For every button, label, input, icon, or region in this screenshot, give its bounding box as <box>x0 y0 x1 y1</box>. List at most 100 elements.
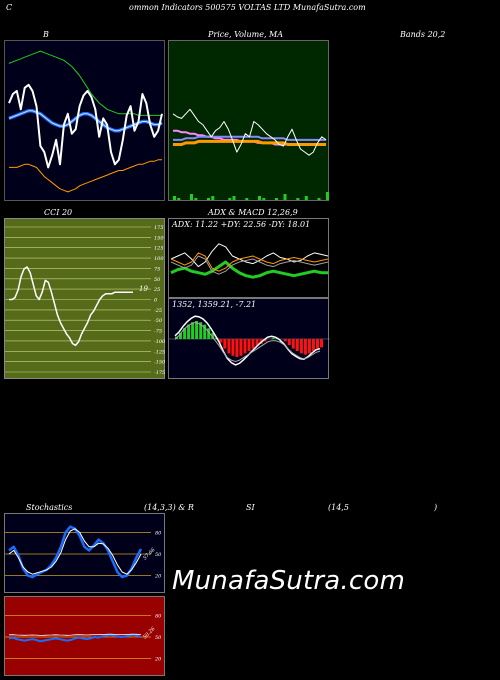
cci-label: CCI 20 <box>44 208 73 217</box>
macd-histogram-bar <box>247 339 251 351</box>
volume-bar <box>326 192 329 200</box>
bollinger-panel <box>4 40 165 201</box>
cci-tick-label: -50 <box>154 318 163 324</box>
page-title: ommon Indicators 500575 VOLTAS LTD Munaf… <box>129 3 366 12</box>
macd-histogram-bar <box>227 339 231 354</box>
macd-histogram-bar <box>179 333 182 339</box>
rsi-tick-label: 80 <box>155 613 162 619</box>
price-chart <box>172 108 329 200</box>
volume-bar <box>245 198 249 200</box>
bollinger-chart <box>8 50 163 193</box>
header-c: C <box>6 3 13 12</box>
macd-line <box>174 315 321 366</box>
cci-tick-label: -125 <box>154 349 165 355</box>
macd-histogram-bar <box>199 322 203 339</box>
cci-value-label: 19 <box>139 285 148 293</box>
cci-tick-label: -175 <box>154 370 165 376</box>
stochastics-panel: 80 50 20 57.66 <box>4 513 165 593</box>
macd-histogram-bar <box>311 339 315 351</box>
macd-histogram-bar <box>251 339 255 349</box>
stoch-k-line <box>8 525 143 579</box>
volume-bar <box>283 194 287 200</box>
macd-histogram-bar <box>263 339 267 342</box>
macd-histogram-bar <box>183 328 187 339</box>
macd-histogram-bar <box>187 324 191 339</box>
macd-panel <box>168 298 330 379</box>
watermark: MunafaSutra.com <box>172 566 406 596</box>
volume-bar <box>177 198 181 200</box>
volume-bar <box>228 198 232 200</box>
volume-bar <box>207 198 210 200</box>
macd-histogram-bar <box>223 339 227 349</box>
adx-label: ADX & MACD 12,26,9 <box>208 208 298 217</box>
macd-histogram-bar <box>243 339 247 354</box>
macd-histogram-bar <box>203 324 207 339</box>
macd-histogram-bar <box>316 339 319 349</box>
adx-readout: ADX: 11.22 +DY: 22.56 -DY: 18.01 <box>172 220 311 229</box>
volume-bar <box>211 196 215 200</box>
adx-panel <box>168 218 329 298</box>
macd-histogram-bar <box>299 339 303 354</box>
stoch-label-close: ) <box>434 503 438 512</box>
volume-bar <box>232 196 236 200</box>
cci-tick-label: 100 <box>154 256 164 262</box>
macd-histogram-bar <box>295 339 299 351</box>
macd-histogram-bar <box>271 337 275 339</box>
rsi-tick-label: 20 <box>154 657 162 663</box>
minus-di-line <box>170 255 329 275</box>
stoch-label-mid: (14,3,3) & R <box>144 503 194 512</box>
macd-histogram-bar <box>235 339 239 357</box>
rsi-panel: 80 50 20 50.26 <box>4 596 165 676</box>
price-label: Price, Volume, MA <box>208 30 284 39</box>
macd-histogram-bar <box>291 339 295 349</box>
macd-histogram-bar <box>231 339 235 356</box>
volume-bar <box>194 198 198 200</box>
cci-tick-label: -75 <box>154 329 162 335</box>
cci-tick-label: -150 <box>154 360 166 366</box>
macd-chart <box>169 315 330 366</box>
macd-histogram-bar <box>219 339 223 343</box>
cci-tick-label: 50 <box>154 277 161 283</box>
macd-signal-line <box>174 321 321 363</box>
macd-histogram-bar <box>307 339 311 354</box>
stoch-d-line <box>8 528 142 575</box>
cci-tick-label: 25 <box>153 287 160 293</box>
macd-readout: 1352, 1359.21, -7.21 <box>172 300 257 309</box>
cci-tick-label: 125 <box>154 246 164 252</box>
cci-tick-label: -100 <box>154 339 166 345</box>
bb-lower-band-line <box>9 159 162 193</box>
rsi-tick-label: 50 <box>155 635 162 641</box>
stoch-label-rsi: (14,5 <box>328 503 349 512</box>
volume-bar <box>258 196 261 200</box>
macd-histogram-bar <box>283 339 287 342</box>
volume-bar <box>304 196 308 200</box>
volume-bar <box>317 198 321 200</box>
macd-histogram-bar <box>207 328 211 339</box>
stoch-label-left: Stochastics <box>26 503 73 512</box>
macd-histogram-bar <box>303 339 307 355</box>
volume-bar <box>173 196 176 200</box>
rsi-ma-line <box>8 633 142 636</box>
cci-tick-label: 175 <box>154 225 164 231</box>
macd-histogram-bar <box>320 339 323 348</box>
cci-panel: 175 150 125 100 75 50 25 0 -25 -50 -75 -100 -125 -150… <box>4 218 166 379</box>
macd-histogram-bar <box>255 339 259 347</box>
cci-chart: 175 150 125 100 75 50 25 0 -25 -50 -75 -100 -125 -150… <box>5 225 166 376</box>
cci-tick-label: 75 <box>154 266 160 272</box>
rsi-line <box>8 633 142 643</box>
volume-bar <box>296 198 300 200</box>
stoch-label-si: SI <box>246 503 255 512</box>
price-ma-line-3 <box>173 139 326 146</box>
volume-bar <box>275 198 278 200</box>
adx-orange-line <box>170 252 329 272</box>
volume-bar <box>190 194 193 200</box>
cci-line <box>9 266 133 347</box>
macd-histogram-bar <box>239 339 243 356</box>
macd-histogram-bar <box>191 322 195 339</box>
macd-histogram-bar <box>195 321 199 339</box>
cci-tick-label: -25 <box>154 308 162 314</box>
adx-chart <box>170 243 329 279</box>
price-line <box>172 108 327 156</box>
